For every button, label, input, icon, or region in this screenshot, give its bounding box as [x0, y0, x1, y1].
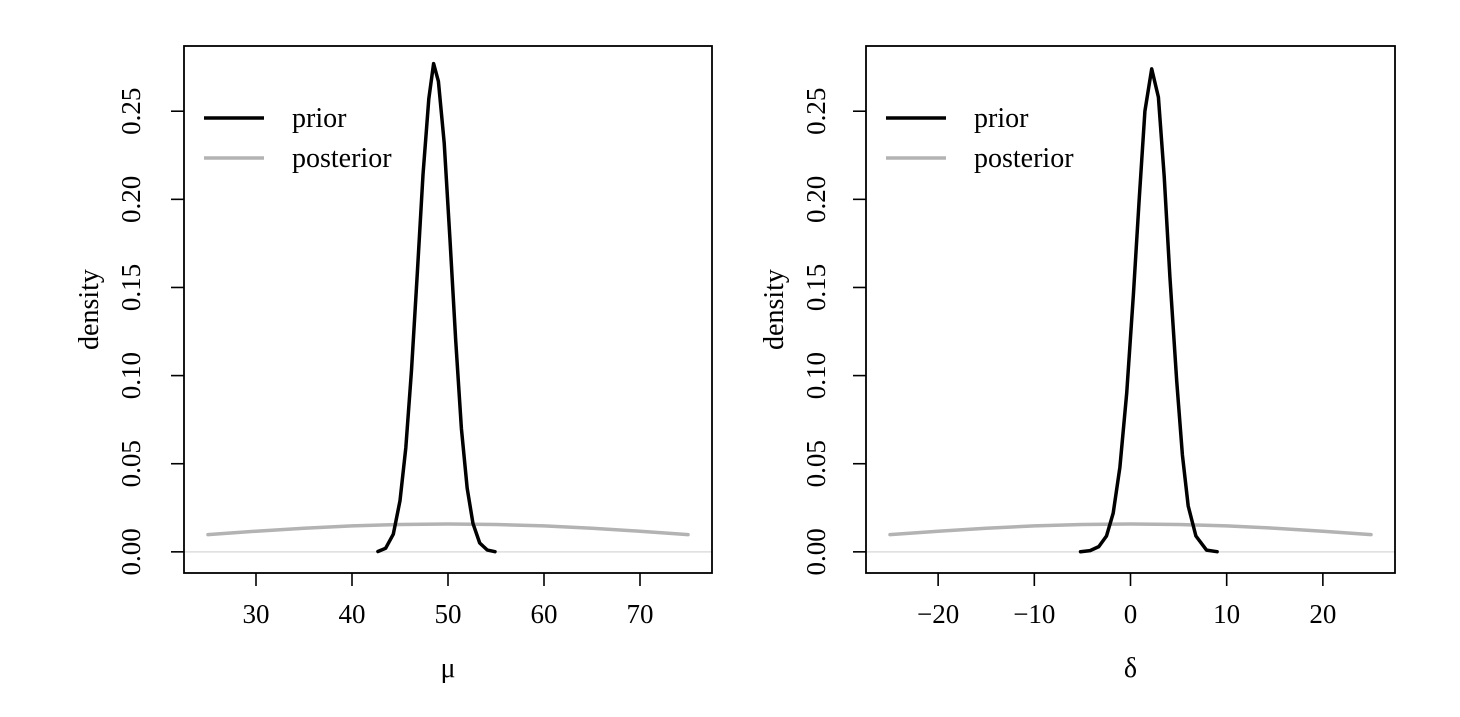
plot-frame	[183, 45, 713, 574]
y-tick-label: 0.05	[116, 440, 146, 487]
x-tick-label: −20	[917, 599, 959, 629]
y-tick-label: 0.20	[801, 176, 831, 223]
y-tick-label: 0.10	[801, 352, 831, 399]
x-tick-label: −10	[1013, 599, 1055, 629]
y-tick-label: 0.00	[116, 528, 146, 575]
legend-label-prior: prior	[974, 103, 1029, 134]
x-tick-label: 60	[531, 599, 558, 629]
panel-mu: 30 40 50 60 70 0.00 0.05 0.10 0.15 0.20 0.25 μ densi…	[74, 45, 713, 684]
legend-label-posterior: posterior	[292, 143, 392, 174]
y-tick-label: 0.00	[801, 528, 831, 575]
series-line-prior	[376, 61, 497, 554]
legend-label-prior: prior	[292, 103, 347, 134]
y-tick-label: 0.05	[801, 440, 831, 487]
x-tick-label: 40	[339, 599, 366, 629]
x-tick-label: 50	[435, 599, 462, 629]
y-tick-label: 0.10	[116, 352, 146, 399]
x-tick-label: 70	[627, 599, 654, 629]
x-tick-label: 30	[243, 599, 270, 629]
series-line-prior	[1078, 67, 1219, 554]
plot-frame	[865, 45, 1396, 574]
legend-label-posterior: posterior	[974, 143, 1074, 174]
x-tick-label: 20	[1309, 599, 1336, 629]
x-axis-title: μ	[440, 653, 455, 684]
x-axis-title: δ	[1124, 653, 1137, 684]
y-tick-label: 0.15	[116, 264, 146, 311]
x-tick-label: 0	[1124, 599, 1138, 629]
series-line-posterior	[888, 522, 1373, 537]
x-tick-label: 10	[1213, 599, 1240, 629]
y-axis-title: density	[759, 269, 790, 350]
y-tick-label: 0.25	[801, 88, 831, 135]
y-tick-label: 0.15	[801, 264, 831, 311]
panel-delta: −20 −10 0 10 20 0.00 0.05 0.10 0.15 0.20 0.25 δ dens…	[759, 45, 1396, 684]
y-axis-title: density	[74, 269, 105, 350]
y-tick-label: 0.25	[116, 88, 146, 135]
y-tick-label: 0.20	[116, 176, 146, 223]
series-line-posterior	[206, 522, 690, 537]
